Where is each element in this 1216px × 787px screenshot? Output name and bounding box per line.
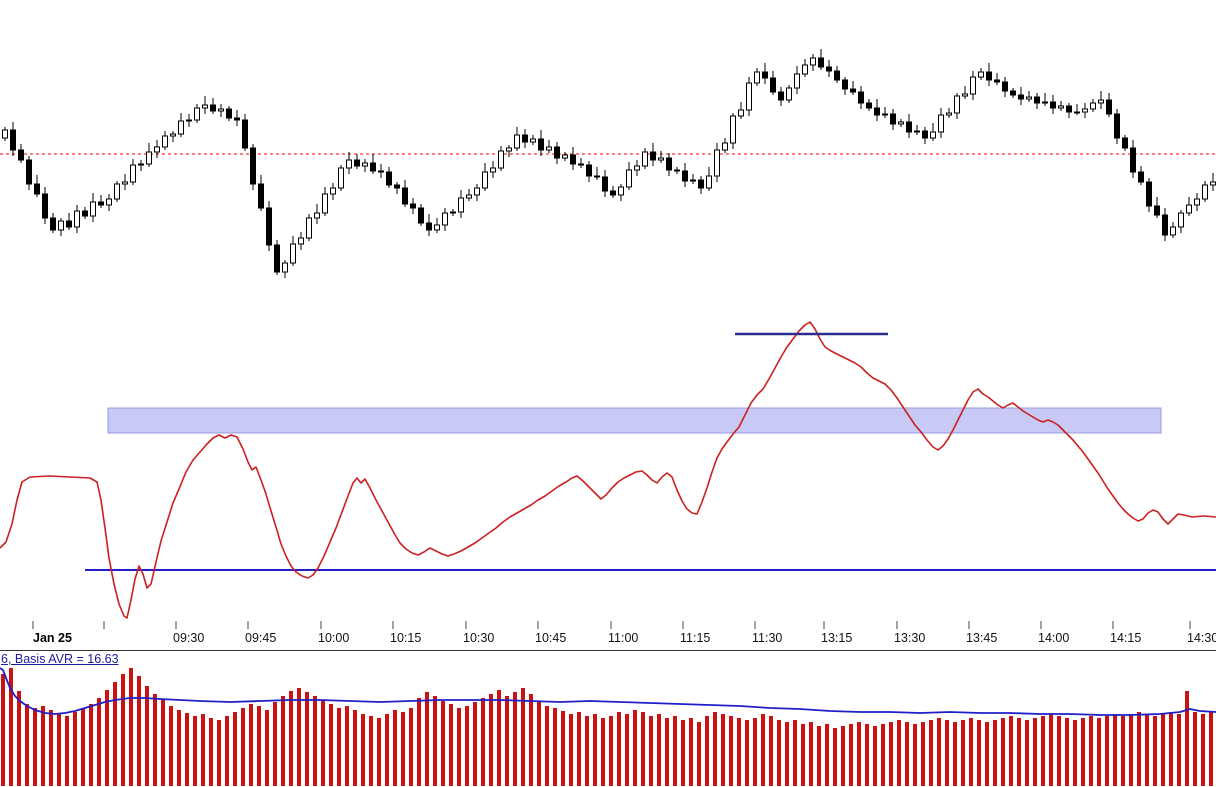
time-tick-label: 11:15	[680, 631, 711, 645]
time-tick-label: 13:30	[894, 631, 926, 645]
time-tick-label: 11:00	[608, 631, 639, 645]
time-axis-ticks	[32, 621, 1191, 629]
candlestick-series	[2, 49, 1216, 278]
time-tick-label: 14:00	[1038, 631, 1070, 645]
time-tick-label: 13:15	[821, 631, 853, 645]
time-tick-label: 10:45	[535, 631, 567, 645]
indicator-line	[0, 321, 1216, 619]
time-tick-label: 09:30	[173, 631, 205, 645]
volume-ma-line	[0, 667, 1216, 716]
time-tick-label: 13:45	[966, 631, 998, 645]
time-tick-label: 10:15	[390, 631, 422, 645]
indicator-band	[107, 407, 1162, 434]
session-date-label: Jan 25	[33, 631, 72, 645]
time-tick-label: 10:00	[318, 631, 350, 645]
time-tick-label: 10:30	[463, 631, 495, 645]
time-tick-label: 14:15	[1110, 631, 1142, 645]
time-tick-label: 14:30	[1187, 631, 1216, 645]
time-tick-label: 11:30	[752, 631, 783, 645]
volume-bars	[1, 668, 1213, 786]
volume-pane-title: 6, Basis AVR = 16.63	[1, 652, 119, 666]
time-tick-label: 09:45	[245, 631, 277, 645]
